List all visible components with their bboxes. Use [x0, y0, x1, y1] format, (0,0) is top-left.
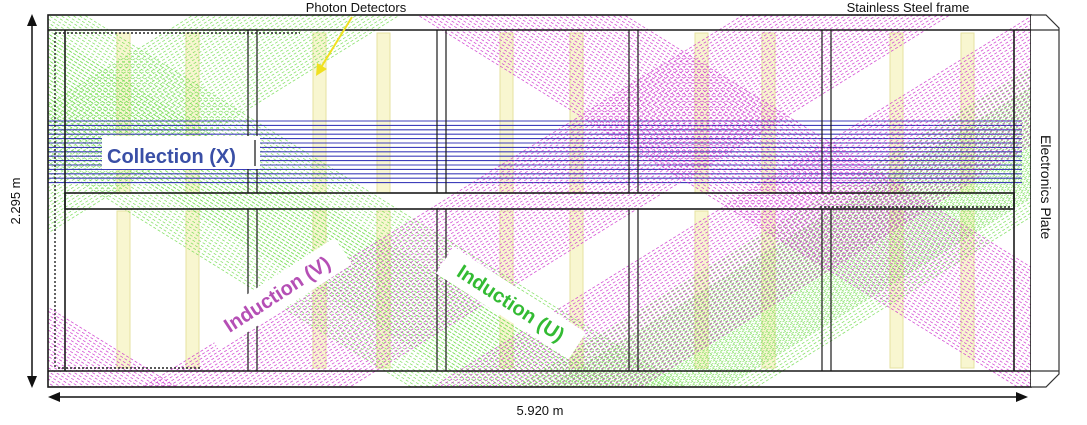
height-dimension-icon	[27, 14, 37, 388]
height-dimension-label: 2.295 m	[8, 178, 23, 225]
electronics-plate-label: Electronics Plate	[1038, 135, 1054, 239]
photon-detector	[376, 210, 391, 369]
induction-v-label-bg	[202, 237, 352, 351]
width-dimension-icon	[48, 392, 1028, 402]
photon-detectors-label: Photon Detectors	[306, 0, 407, 15]
width-dimension-label: 5.920 m	[517, 403, 564, 418]
photon-detector	[116, 210, 131, 369]
stainless-frame-label: Stainless Steel frame	[847, 0, 970, 15]
collection-label-bg	[102, 136, 260, 169]
collection-label: Collection (X)	[107, 146, 236, 168]
induction-u-label-bg	[436, 246, 586, 360]
inner-dotted-edges	[54, 32, 1012, 369]
photon-detector	[185, 210, 200, 369]
electronics-plate	[1031, 14, 1060, 388]
pointer-arrow-icon	[316, 16, 353, 76]
